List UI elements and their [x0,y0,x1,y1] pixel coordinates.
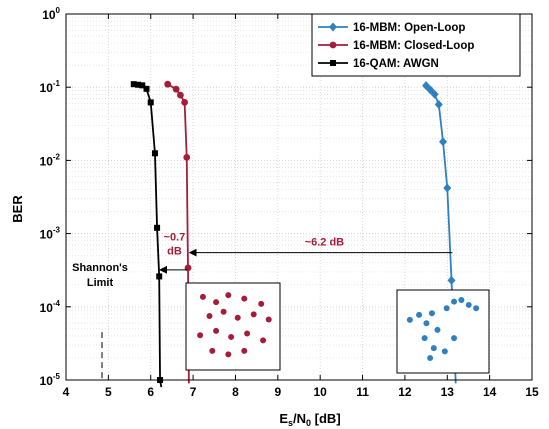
constellation-point [213,299,220,306]
legend: 16-MBM: Open-Loop 16-MBM: Closed-Loop 16-Q… [311,13,521,77]
constellation-point [265,316,272,323]
constellation-point [260,337,267,344]
constellation-point [228,333,235,340]
constellation-point [416,311,423,318]
constellation-point [250,311,257,318]
constellation-point [199,293,206,300]
x-tick-label: 12 [398,385,412,399]
constellation-point [206,313,213,320]
constellation-point [241,295,248,302]
legend-label: 16-MBM: Open-Loop [353,22,465,34]
data-point [176,91,184,99]
constellation-point [423,320,430,327]
series-circle [164,80,192,384]
constellation-point [244,330,251,337]
data-point [154,224,161,231]
x-tick-label: 4 [63,385,70,399]
constellation-point [421,335,428,342]
data-point [156,273,163,280]
data-point [139,82,146,89]
data-point [164,80,172,88]
legend-marker [330,60,336,66]
data-point [183,153,191,161]
legend-label: 16-QAM: AWGN [353,58,439,70]
constellation-point [241,347,248,354]
gap-label-awgn: ~0.7 dB [164,232,186,258]
constellation-point [458,296,465,303]
x-axis-label: Es/N0 [dB] [279,411,340,428]
data-point [426,85,435,95]
x-tick-label: 9 [274,385,281,399]
y-tick-label: 100 [42,6,60,22]
constellation-point [434,326,441,333]
x-tick-label: 11 [356,385,369,399]
legend-marker [329,41,337,49]
constellation-point [209,347,216,354]
shannon-limit-label: Shannon's Limit [72,262,128,289]
axis-ticks: 4 5 6 7 8 9 10 11 12 13 14 15 100 10-1 10-2 10-3 10-4 10-… [40,6,539,399]
data-point [135,81,142,88]
data-point [172,85,180,93]
y-axis-label: BER [10,195,25,223]
constellation-point [428,310,435,317]
series-lines [130,80,457,388]
data-point [430,89,439,99]
constellation-insets [185,282,490,374]
data-point [434,100,443,110]
x-tick-label: 5 [105,385,112,399]
data-point [447,275,456,285]
y-tick-label: 10-1 [40,79,61,95]
constellation-point [406,316,413,323]
constellation-point [258,300,265,307]
closed-loop-constellation [185,282,281,371]
x-tick-label: 10 [314,385,328,399]
constellation-point [225,292,232,299]
series-diamond [422,81,457,384]
x-tick-label: 15 [525,385,539,399]
constellation-point [465,301,472,308]
data-point [443,183,452,193]
data-point [130,81,137,88]
data-point [439,137,448,147]
constellation-point [220,308,227,315]
x-tick-label: 14 [483,385,497,399]
constellation-point [451,335,458,342]
constellation-point [441,348,448,355]
legend-marker [329,22,337,32]
constellation-point [451,298,458,305]
x-tick-label: 7 [190,385,197,399]
y-tick-label: 10-3 [40,226,61,242]
data-point [143,85,150,92]
y-tick-label: 10-2 [40,152,61,168]
open-loop-constellation [396,289,490,374]
legend-label: 16-MBM: Closed-Loop [353,40,474,52]
y-tick-label: 10-5 [40,372,61,388]
x-tick-label: 8 [232,385,239,399]
series-square [130,81,164,388]
y-tick-label: 10-4 [40,299,61,315]
constellation-point [430,345,437,352]
constellation-point [213,327,220,334]
data-point [181,98,189,106]
data-point [151,150,158,157]
inset-box [396,289,490,374]
x-tick-label: 13 [441,385,455,399]
constellation-point [443,305,450,312]
plot-frame [65,13,533,381]
constellation-point [473,305,480,312]
gap-label-open-loop: ~6.2 dB [305,237,344,249]
data-point [147,99,154,106]
annotations: ~6.2 dB ~0.7 dB Shannon's Limit [72,232,453,380]
x-tick-label: 6 [147,385,154,399]
constellation-point [197,332,204,339]
constellation-point [234,314,241,321]
constellation-point [427,355,434,362]
constellation-point [225,351,232,358]
